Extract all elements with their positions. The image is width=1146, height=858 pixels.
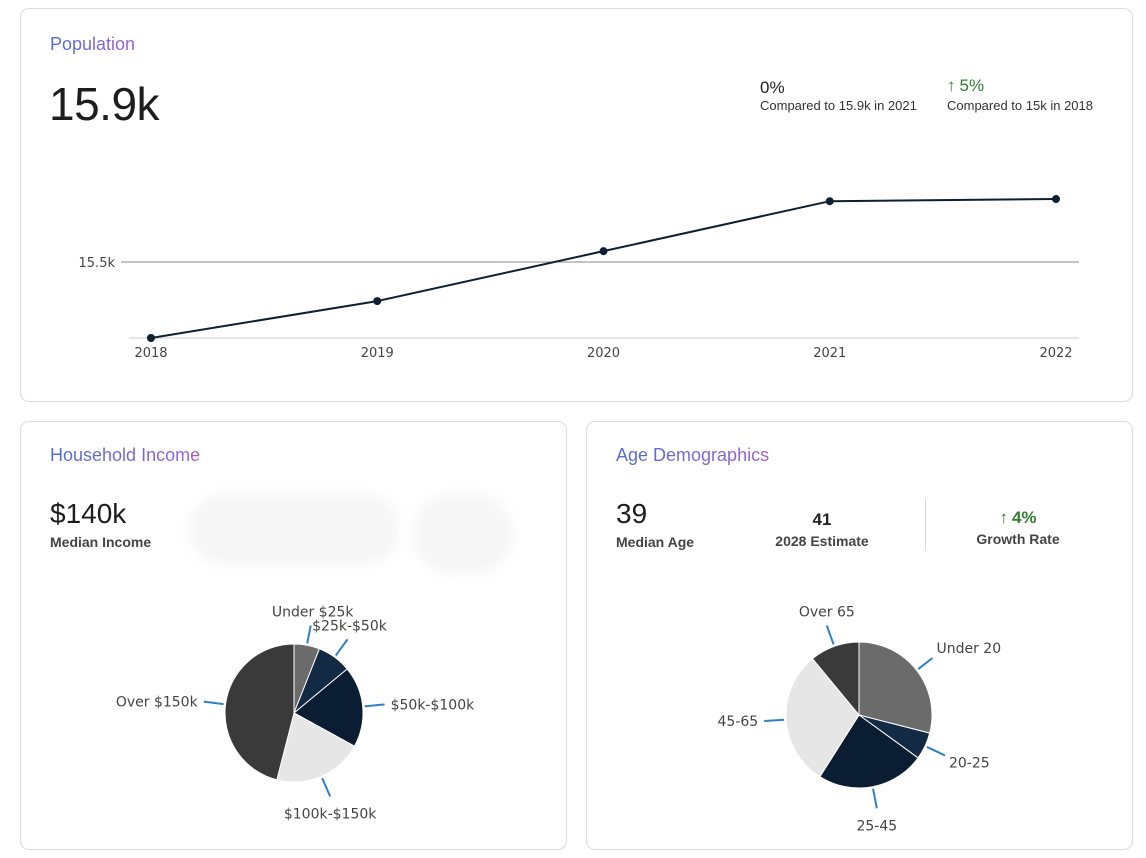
leader-line [917,657,934,670]
estimate-block: 41 2028 Estimate [767,510,877,549]
leader-line [364,703,385,708]
age-title: Age Demographics [616,445,770,465]
slice-label: Over 65 [799,605,855,621]
x-tick-label: 2022 [1039,346,1072,361]
blurred-placeholder [189,494,399,564]
pie-slice [858,641,933,734]
pie-slice [819,714,919,789]
population-value: 15.9k [49,78,160,130]
compare-2-value: ↑ 5% [947,76,985,95]
leader-line [306,625,312,644]
median-age-value: 39 [616,498,648,529]
leader-line [321,777,332,797]
growth-value: ↑ 4% [999,508,1037,527]
leader-line [825,625,835,645]
compare-1-value: 0% [760,78,785,97]
pie-slice [785,658,860,778]
age-demographics-card: Age Demographics 39 Median Age 41 2028 E… [586,421,1133,850]
growth-label: Growth Rate [976,531,1060,547]
pie-slice [276,712,356,783]
slice-label: 25-45 [856,818,897,834]
income-pie-chart: Under $25k$25k-$50k $50k-$100k $100k-$150k… [116,605,476,823]
leader-line [872,788,878,809]
slice-label: Under 20 [936,641,1001,657]
pie-slice [811,641,860,717]
median-age-label: Median Age [616,534,695,550]
slice-label: Over $150k [116,695,199,711]
estimate-label: 2028 Estimate [775,533,869,549]
compare-2-label: Compared to 15k in 2018 [947,98,1093,113]
slice-label: 20-25 [949,755,990,771]
median-income-value: $140k [50,498,127,529]
x-tick-label: 2020 [587,346,620,361]
leader-line [926,746,946,757]
slice-label: $50k-$100k [391,697,476,713]
income-title: Household Income [50,445,201,465]
leader-line [203,700,224,706]
slice-label: $25k-$50k [312,618,388,634]
x-tick-label: 2019 [361,346,394,361]
data-point [599,247,608,256]
pie-slice [224,643,295,781]
leader-line [334,638,349,657]
x-tick-label: 2018 [134,346,167,361]
population-card: Population 15.9k 0% Compared to 15.9k in… [20,8,1133,402]
stat-divider [925,499,926,551]
data-point [1052,195,1060,204]
population-series-line [150,198,1057,339]
y-tick-label: 15.5k [79,256,116,271]
slice-label: $100k-$150k [284,807,377,823]
population-line-chart: 15.5k 2018 2019 2020 2021 2022 [79,195,1079,361]
age-pie-chart: Under 20 20-25 25-45 45-65 Over 65 [717,605,1001,835]
slice-label: 45-65 [717,714,758,730]
arrow-up-icon: ↑ [999,508,1008,527]
median-income-label: Median Income [50,534,152,550]
leader-line [764,718,785,722]
arrow-up-icon: ↑ [947,76,956,95]
population-title: Population [50,34,136,54]
x-tick-label: 2021 [813,346,846,361]
household-income-card: Household Income $140k Median Income Und… [20,421,567,850]
data-point [825,197,834,206]
pie-slice [293,668,364,747]
data-point [147,334,155,342]
slice-label: Under $25k [272,605,355,621]
data-point [373,297,382,306]
blurred-placeholder [413,494,513,574]
estimate-value: 41 [812,510,832,529]
growth-block: ↑ 4% Growth Rate [963,508,1073,547]
compare-1-label: Compared to 15.9k in 2021 [760,98,917,113]
